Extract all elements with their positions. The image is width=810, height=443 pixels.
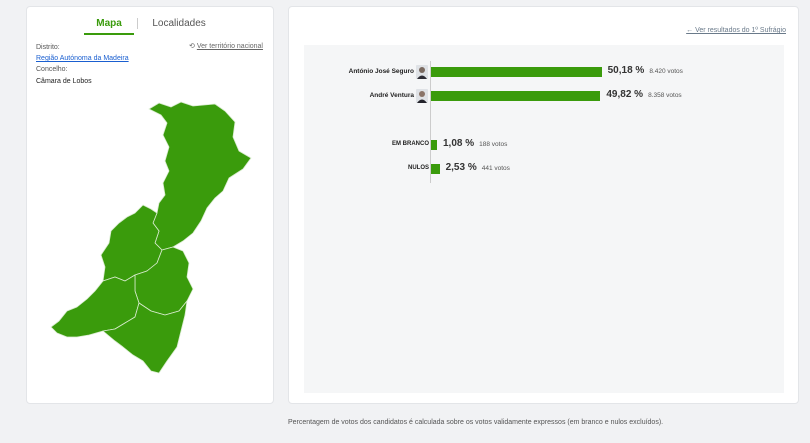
null-votes-label: NULOS <box>408 165 429 171</box>
map-parish-south[interactable] <box>102 300 188 374</box>
other-votes-row: EM BRANCO 1,08 % 188 votos <box>304 138 784 152</box>
first-round-link[interactable]: ← Ver resultados do 1º Sufrágio <box>686 27 786 34</box>
candidate-photo <box>416 65 428 79</box>
blank-votes-count: 188 votos <box>479 141 508 148</box>
footnote: Percentagem de votos dos candidatos é ca… <box>288 419 664 426</box>
results-panel: António José Seguro 50,18 % 8.420 votos … <box>304 45 784 393</box>
undo-icon: ⟲ <box>188 43 195 50</box>
blank-votes-percentage: 1,08 % <box>443 138 475 149</box>
location-info: Distrito: Região Autónoma da Madeira Con… <box>36 42 129 87</box>
candidate-bar <box>431 91 601 101</box>
candidate-name: André Ventura <box>369 92 414 99</box>
council-label: Concelho: <box>36 66 68 74</box>
council-value: Câmara de Lobos <box>36 77 92 85</box>
candidate-row: André Ventura 49,82 % 8.358 votos <box>304 89 784 103</box>
candidate-percentage: 49,82 % <box>606 89 644 100</box>
map-parish-west[interactable] <box>50 274 140 338</box>
candidate-bar <box>431 67 602 77</box>
council-map[interactable] <box>47 85 257 377</box>
null-votes-bar <box>431 164 440 174</box>
national-link-label: Ver território nacional <box>196 43 263 50</box>
null-votes-percentage: 2,53 % <box>445 162 477 173</box>
tab-separator <box>136 18 138 29</box>
blank-votes-bar <box>431 140 437 150</box>
candidate-name: António José Seguro <box>348 68 414 75</box>
blank-votes-label: EM BRANCO <box>392 141 429 147</box>
results-card: ← Ver resultados do 1º Sufrágio António … <box>288 6 799 404</box>
null-votes-count: 441 votos <box>481 165 510 172</box>
map-card: Mapa Localidades Distrito: Região Autóno… <box>26 6 274 404</box>
candidate-photo <box>416 89 428 103</box>
candidate-votes: 8.420 votos <box>649 68 683 75</box>
candidate-percentage: 50,18 % <box>607 65 645 76</box>
district-link[interactable]: Região Autónoma da Madeira <box>36 55 129 63</box>
results-axis <box>430 61 431 183</box>
district-label: Distrito: <box>36 44 60 51</box>
other-votes-row: NULOS 2,53 % 441 votos <box>304 162 784 176</box>
map-parish-north[interactable] <box>148 101 252 251</box>
candidate-votes: 8.358 votos <box>648 92 682 99</box>
tab-map[interactable]: Mapa <box>84 18 134 36</box>
candidate-row: António José Seguro 50,18 % 8.420 votos <box>304 65 784 79</box>
view-tabs: Mapa Localidades <box>27 18 275 36</box>
national-territory-link[interactable]: ⟲ Ver território nacional <box>189 42 263 50</box>
tab-localities[interactable]: Localidades <box>152 18 206 30</box>
